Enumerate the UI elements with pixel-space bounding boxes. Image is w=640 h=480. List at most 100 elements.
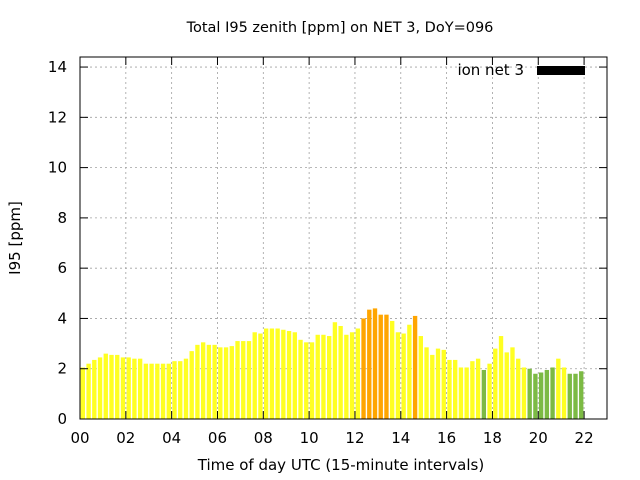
bar-34 (275, 328, 280, 419)
bar-72 (493, 348, 498, 419)
bar-78 (527, 368, 532, 419)
bar-87 (579, 371, 584, 419)
bar-45 (338, 325, 343, 419)
bar-43 (327, 336, 332, 419)
bar-75 (510, 347, 515, 419)
bar-9 (132, 358, 137, 419)
bar-5 (109, 354, 114, 419)
bar-3 (97, 357, 103, 419)
bar-54 (390, 320, 395, 419)
bar-24 (218, 347, 223, 419)
bar-55 (395, 332, 401, 419)
bars-group (80, 308, 584, 420)
grid-lines (80, 57, 607, 419)
bar-68 (470, 361, 475, 419)
bar-64 (447, 359, 452, 419)
bar-28 (241, 341, 246, 419)
bar-1 (86, 363, 91, 419)
legend: ion net 3 (457, 61, 585, 79)
x-tick-label: 00 (70, 429, 89, 447)
y-axis-label: I95 [ppm] (6, 201, 24, 275)
bar-44 (332, 322, 338, 419)
bar-52 (378, 314, 383, 419)
bar-76 (516, 358, 521, 419)
bar-21 (200, 342, 206, 419)
bar-73 (498, 336, 504, 419)
bar-77 (521, 367, 527, 419)
bar-40 (309, 342, 315, 419)
bar-17 (178, 361, 183, 419)
bar-15 (166, 363, 171, 419)
bar-20 (195, 344, 200, 419)
bar-25 (223, 347, 229, 419)
y-tick-label: 0 (57, 410, 67, 428)
bar-26 (229, 346, 234, 419)
bar-8 (126, 357, 131, 419)
chart-title: Total I95 zenith [ppm] on NET 3, DoY=096 (186, 20, 494, 36)
y-tick-label: 4 (57, 309, 67, 327)
bar-61 (430, 354, 435, 419)
x-tick-label: 18 (483, 429, 502, 447)
bar-13 (155, 363, 160, 419)
bar-4 (103, 353, 108, 419)
legend-label: ion net 3 (457, 61, 524, 79)
bar-0 (80, 367, 86, 419)
bar-39 (304, 342, 309, 419)
y-tick-label: 12 (48, 108, 67, 126)
bar-51 (372, 308, 378, 419)
bar-27 (235, 341, 240, 419)
bar-38 (298, 339, 303, 419)
x-tick-label: 06 (208, 429, 227, 447)
plot-frame (79, 56, 608, 420)
bar-84 (561, 367, 567, 419)
x-tick-label: 12 (345, 429, 364, 447)
bar-22 (206, 344, 212, 419)
bar-37 (292, 332, 297, 419)
bar-70 (481, 369, 487, 419)
bar-67 (464, 367, 469, 419)
bar-79 (533, 373, 538, 419)
bar-48 (355, 328, 360, 419)
bar-56 (401, 333, 406, 419)
bar-42 (321, 334, 326, 419)
bar-7 (120, 357, 126, 419)
bar-62 (435, 348, 441, 419)
y-tick-label: 6 (57, 259, 67, 277)
x-tick-label: 20 (529, 429, 548, 447)
bar-49 (361, 318, 366, 419)
x-tick-label: 08 (254, 429, 273, 447)
y-tick-label: 2 (57, 360, 67, 378)
bar-86 (573, 373, 578, 419)
bar-60 (424, 347, 429, 419)
y-tick-label: 14 (48, 58, 67, 76)
y-tick-label: 10 (48, 159, 67, 177)
bar-12 (149, 363, 154, 419)
bar-14 (160, 363, 166, 419)
bar-46 (344, 334, 349, 419)
bar-59 (418, 336, 423, 419)
bar-57 (407, 324, 412, 419)
x-tick-label: 16 (437, 429, 456, 447)
bar-31 (258, 333, 263, 419)
y-tick-label: 8 (57, 209, 67, 227)
bar-16 (172, 361, 177, 419)
bar-80 (538, 372, 544, 419)
bar-82 (550, 367, 555, 419)
x-tick-label: 04 (162, 429, 181, 447)
bar-30 (252, 332, 257, 419)
x-tick-label: 10 (300, 429, 319, 447)
bar-74 (504, 352, 509, 419)
bar-41 (315, 334, 320, 419)
bar-85 (567, 373, 572, 419)
bar-81 (544, 369, 550, 419)
bar-35 (281, 329, 286, 419)
bar-50 (367, 309, 372, 419)
bar-53 (384, 314, 389, 419)
bar-10 (137, 358, 143, 419)
x-tick-label: 22 (575, 429, 594, 447)
bar-2 (92, 359, 97, 419)
bar-36 (286, 331, 292, 419)
x-axis-label: Time of day UTC (15-minute intervals) (197, 456, 484, 474)
bar-6 (115, 354, 120, 419)
